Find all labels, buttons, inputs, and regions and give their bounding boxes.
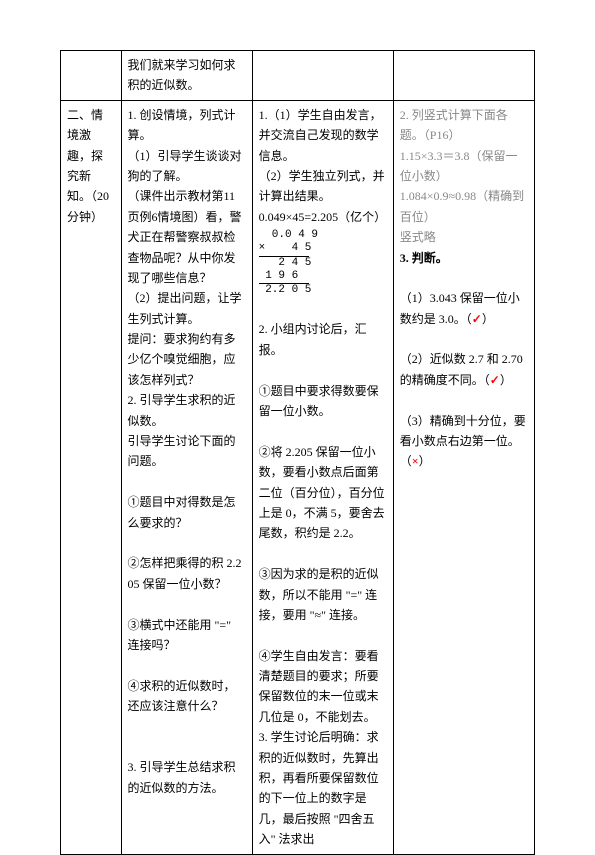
calc-l3: 2 4 5 <box>259 257 312 269</box>
header-row: 我们就来学习如何求积的近似数。 <box>61 51 535 101</box>
c3-p1: 1.（1）学生自由发言，并交流自己发现的数学信息。 <box>259 108 382 163</box>
vertical-calculation: 0.0 4 9 × 4 5 2 4 5 1 9 6 2.2 0 5 <box>259 229 387 297</box>
c4-j1b: ） <box>482 312 494 326</box>
c2-p1: 1. 创设情境，列式计算。 <box>128 108 236 142</box>
c2-p6: 2. 引导学生求积的近似数。 <box>128 393 236 427</box>
c3-a4: ④学生自由发言：要看清楚题目的要求；所要保留数位的末一位或末几位是 0，不能划去… <box>259 649 379 724</box>
c4-t1: 2. 列竖式计算下面各题。（P16） <box>400 108 508 142</box>
check-icon-2: ✓ <box>490 373 500 387</box>
c3-p4: 3. 学生讨论后明确：求积的近似数时，先算出积，再看所要保留数位的下一位上的数字… <box>259 730 379 846</box>
cell-r1-c3 <box>252 51 393 101</box>
c3-p3: 2. 小组内讨论后，汇报。 <box>259 322 367 356</box>
student-activity: 1.（1）学生自由发言，并交流自己发现的数学信息。 （2）学生独立列式，并计算出… <box>252 100 393 854</box>
c4-e1: 1.15×3.3＝3.8（保留一位小数） <box>400 149 518 183</box>
cell-r1-c4 <box>393 51 534 101</box>
c3-a1: ①题目中要求得数要保留一位小数。 <box>259 384 379 418</box>
check-icon-1: ✓ <box>472 312 482 326</box>
c4-t2: 3. 判断。 <box>400 251 448 265</box>
c2-q1: ①题目中对得数是怎么要求的？ <box>128 495 236 529</box>
section-label: 二、情境激趣，探究新知。（20 分钟） <box>61 100 122 854</box>
c2-p3: （课件出示教材第11页例6情境图）看，警犬正在帮警察叔叔检查物品呢？从中你发现了… <box>128 189 242 285</box>
c2-p7: 引导学生讨论下面的问题。 <box>128 434 236 468</box>
c4-e2: 1.084×0.9≈0.98（精确到百位） <box>400 189 524 223</box>
c4-j1a: （1）3.043 保留一位小数约是 3.0。（ <box>400 291 520 325</box>
cell-r1-c1 <box>61 51 122 101</box>
c2-p5: 提问：要求狗约有多少亿个嗅觉细胞，应该怎样列式？ <box>128 332 236 387</box>
calc-l2: × 4 5 <box>259 242 312 254</box>
cross-icon: × <box>412 454 419 468</box>
c3-a2: ②将 2.205 保留一位小数，要看小数点后面第二位（百分位），百分位上是 0，… <box>259 445 385 541</box>
cell-r1-c2: 我们就来学习如何求积的近似数。 <box>121 51 252 101</box>
c4-j2b: ） <box>500 373 512 387</box>
c2-q4: ④求积的近似数时，还应该注意什么？ <box>128 679 236 713</box>
c2-q3: ③横式中还能用 "=" 连接吗？ <box>128 618 232 652</box>
calc-l4: 1 9 6 <box>259 270 299 282</box>
teacher-activity: 1. 创设情境，列式计算。 （1）引导学生谈谈对狗的了解。 （课件出示教材第11… <box>121 100 252 854</box>
calc-l1: 0.0 4 9 <box>259 229 318 241</box>
c3-a3: ③因为求的是积的近似数，所以不能用 "=" 连接，要用 "≈" 连接。 <box>259 567 379 622</box>
lesson-plan-table: 我们就来学习如何求积的近似数。 二、情境激趣，探究新知。（20 分钟） 1. 创… <box>60 50 535 855</box>
c3-eq: 0.049×45=2.205（亿个） <box>259 210 387 224</box>
c3-p2: （2）学生独立列式，并计算出结果。 <box>259 169 385 203</box>
exercises: 2. 列竖式计算下面各题。（P16） 1.15×3.3＝3.8（保留一位小数） … <box>393 100 534 854</box>
c2-p4: （2）提出问题，让学生列式计算。 <box>128 291 242 325</box>
c4-omit: 竖式略 <box>400 230 436 244</box>
c2-p8: 3. 引导学生总结求积的近似数的方法。 <box>128 760 236 794</box>
c2-p2: （1）引导学生谈谈对狗的了解。 <box>128 149 242 183</box>
content-row: 二、情境激趣，探究新知。（20 分钟） 1. 创设情境，列式计算。 （1）引导学… <box>61 100 535 854</box>
c4-j3b: ） <box>419 454 431 468</box>
calc-l5: 2.2 0 5 <box>259 284 312 296</box>
c2-q2: ②怎样把乘得的积 2.205 保留一位小数？ <box>128 556 242 590</box>
